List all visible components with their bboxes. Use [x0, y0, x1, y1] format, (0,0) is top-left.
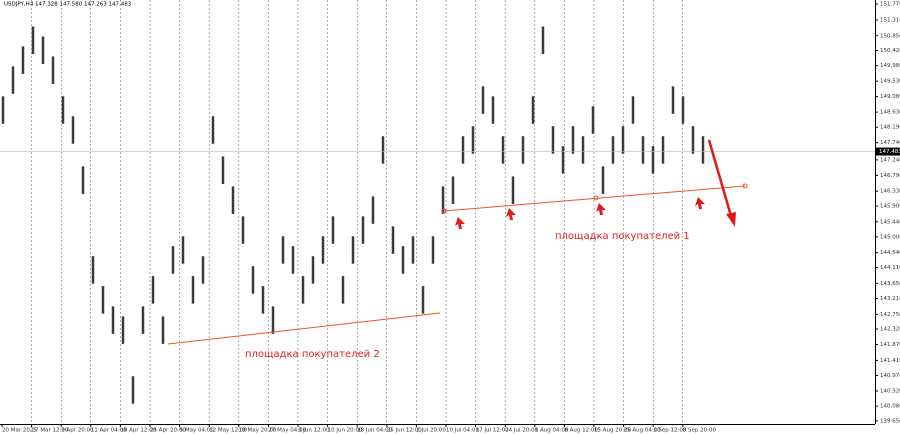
y-tick-label: 149.530	[880, 79, 900, 85]
y-tick-label: 150.420	[880, 48, 900, 54]
x-tick-label: 1 Sep 12:00	[653, 428, 687, 434]
x-tick-label: 3 Apr 20:00	[61, 428, 94, 434]
arrows	[455, 197, 705, 229]
x-tick-label: 2 Jul 20:00	[416, 428, 446, 434]
y-tick-label: 143.210	[880, 296, 900, 302]
arrow	[506, 208, 516, 220]
anchor	[593, 195, 599, 201]
x-tick-label: 10 Jun 20:00	[328, 428, 363, 434]
y-tick-label: 151.310	[880, 17, 900, 23]
y-tick-label: 144.540	[880, 250, 900, 256]
x-tick-label: 24 Jul 20:00	[505, 428, 538, 434]
y-tick-label: 151.770	[880, 2, 900, 8]
x-tick-label: 18 Apr 12:00	[120, 428, 156, 434]
annotation: площадка покупателей 1	[555, 231, 690, 242]
x-tick-label: 10 Jul 04:00	[446, 428, 479, 434]
y-tick-label: 140.520	[880, 388, 900, 394]
y-tick-label: 139.650	[880, 418, 900, 424]
arrow	[455, 217, 465, 229]
x-tick-label: 11 Apr 04:00	[91, 428, 127, 434]
y-tick-label: 141.410	[880, 358, 900, 364]
y-tick-label: 149.980	[880, 63, 900, 69]
y-tick-label: 145.000	[880, 234, 900, 240]
arrow	[695, 197, 705, 209]
price-tag	[876, 147, 900, 156]
x-tick-label: 8 Aug 12:00	[564, 428, 598, 434]
y-tick-label: 142.320	[880, 327, 900, 333]
arrow-head	[726, 212, 736, 227]
y-tick-label: 145.440	[880, 219, 900, 225]
anchor	[742, 183, 748, 189]
y-tick-label: 150.850	[880, 33, 900, 39]
x-tick-label: 3 Jun 12:00	[298, 428, 330, 434]
forecast-arrow	[707, 139, 733, 217]
x-tick-label: 20 Mar 2025	[2, 428, 37, 434]
x-tick-label: 25 Aug 04:00	[624, 428, 662, 434]
x-tick-label: 17 Jul 12:00	[476, 428, 509, 434]
anchor	[441, 208, 447, 214]
y-tick-label: 144.110	[880, 265, 900, 271]
y-tick-label: 146.790	[880, 173, 900, 179]
y-tick-label: 147.740	[880, 140, 900, 146]
y-tick-label: 146.330	[880, 189, 900, 195]
x-tick-label: 5 May 04:00	[180, 428, 215, 434]
x-tick-label: 27 May 04:00	[268, 428, 306, 434]
y-tick-label: 149.080	[880, 94, 900, 100]
annotation: площадка покупателей 2	[245, 349, 380, 360]
y-tick-label: 141.870	[880, 342, 900, 348]
x-tick-label: 27 Mar 12:00	[32, 428, 69, 434]
chart-title: USDJPY,H4 147.328 147.580 147.263 147.48…	[4, 2, 132, 8]
trend-line	[167, 312, 441, 345]
x-tick-label: 19 May 20:00	[239, 428, 277, 434]
y-tick-label: 140.080	[880, 404, 900, 410]
x-tick-label: 12 May 12:00	[209, 428, 247, 434]
x-tick-label: 1 Aug 04:00	[535, 428, 569, 434]
y-tick-label: 143.650	[880, 281, 900, 287]
arrow	[596, 203, 606, 215]
x-tick-label: 18 Jun 04:00	[357, 428, 392, 434]
x-tick-label: 25 Apr 20:00	[150, 428, 186, 434]
y-tick-label: 148.190	[880, 125, 900, 131]
price-tag-label: 147.483	[879, 149, 900, 155]
x-tick-label: 8 Sep 20:00	[683, 428, 717, 434]
y-tick-label: 145.900	[880, 203, 900, 209]
y-tick-label: 140.970	[880, 373, 900, 379]
y-tick-label: 148.630	[880, 110, 900, 116]
x-tick-label: 15 Aug 20:00	[594, 428, 632, 434]
y-tick-label: 147.240	[880, 157, 900, 163]
y-tick-label: 142.750	[880, 312, 900, 318]
x-tick-label: 25 Jun 12:00	[387, 428, 422, 434]
